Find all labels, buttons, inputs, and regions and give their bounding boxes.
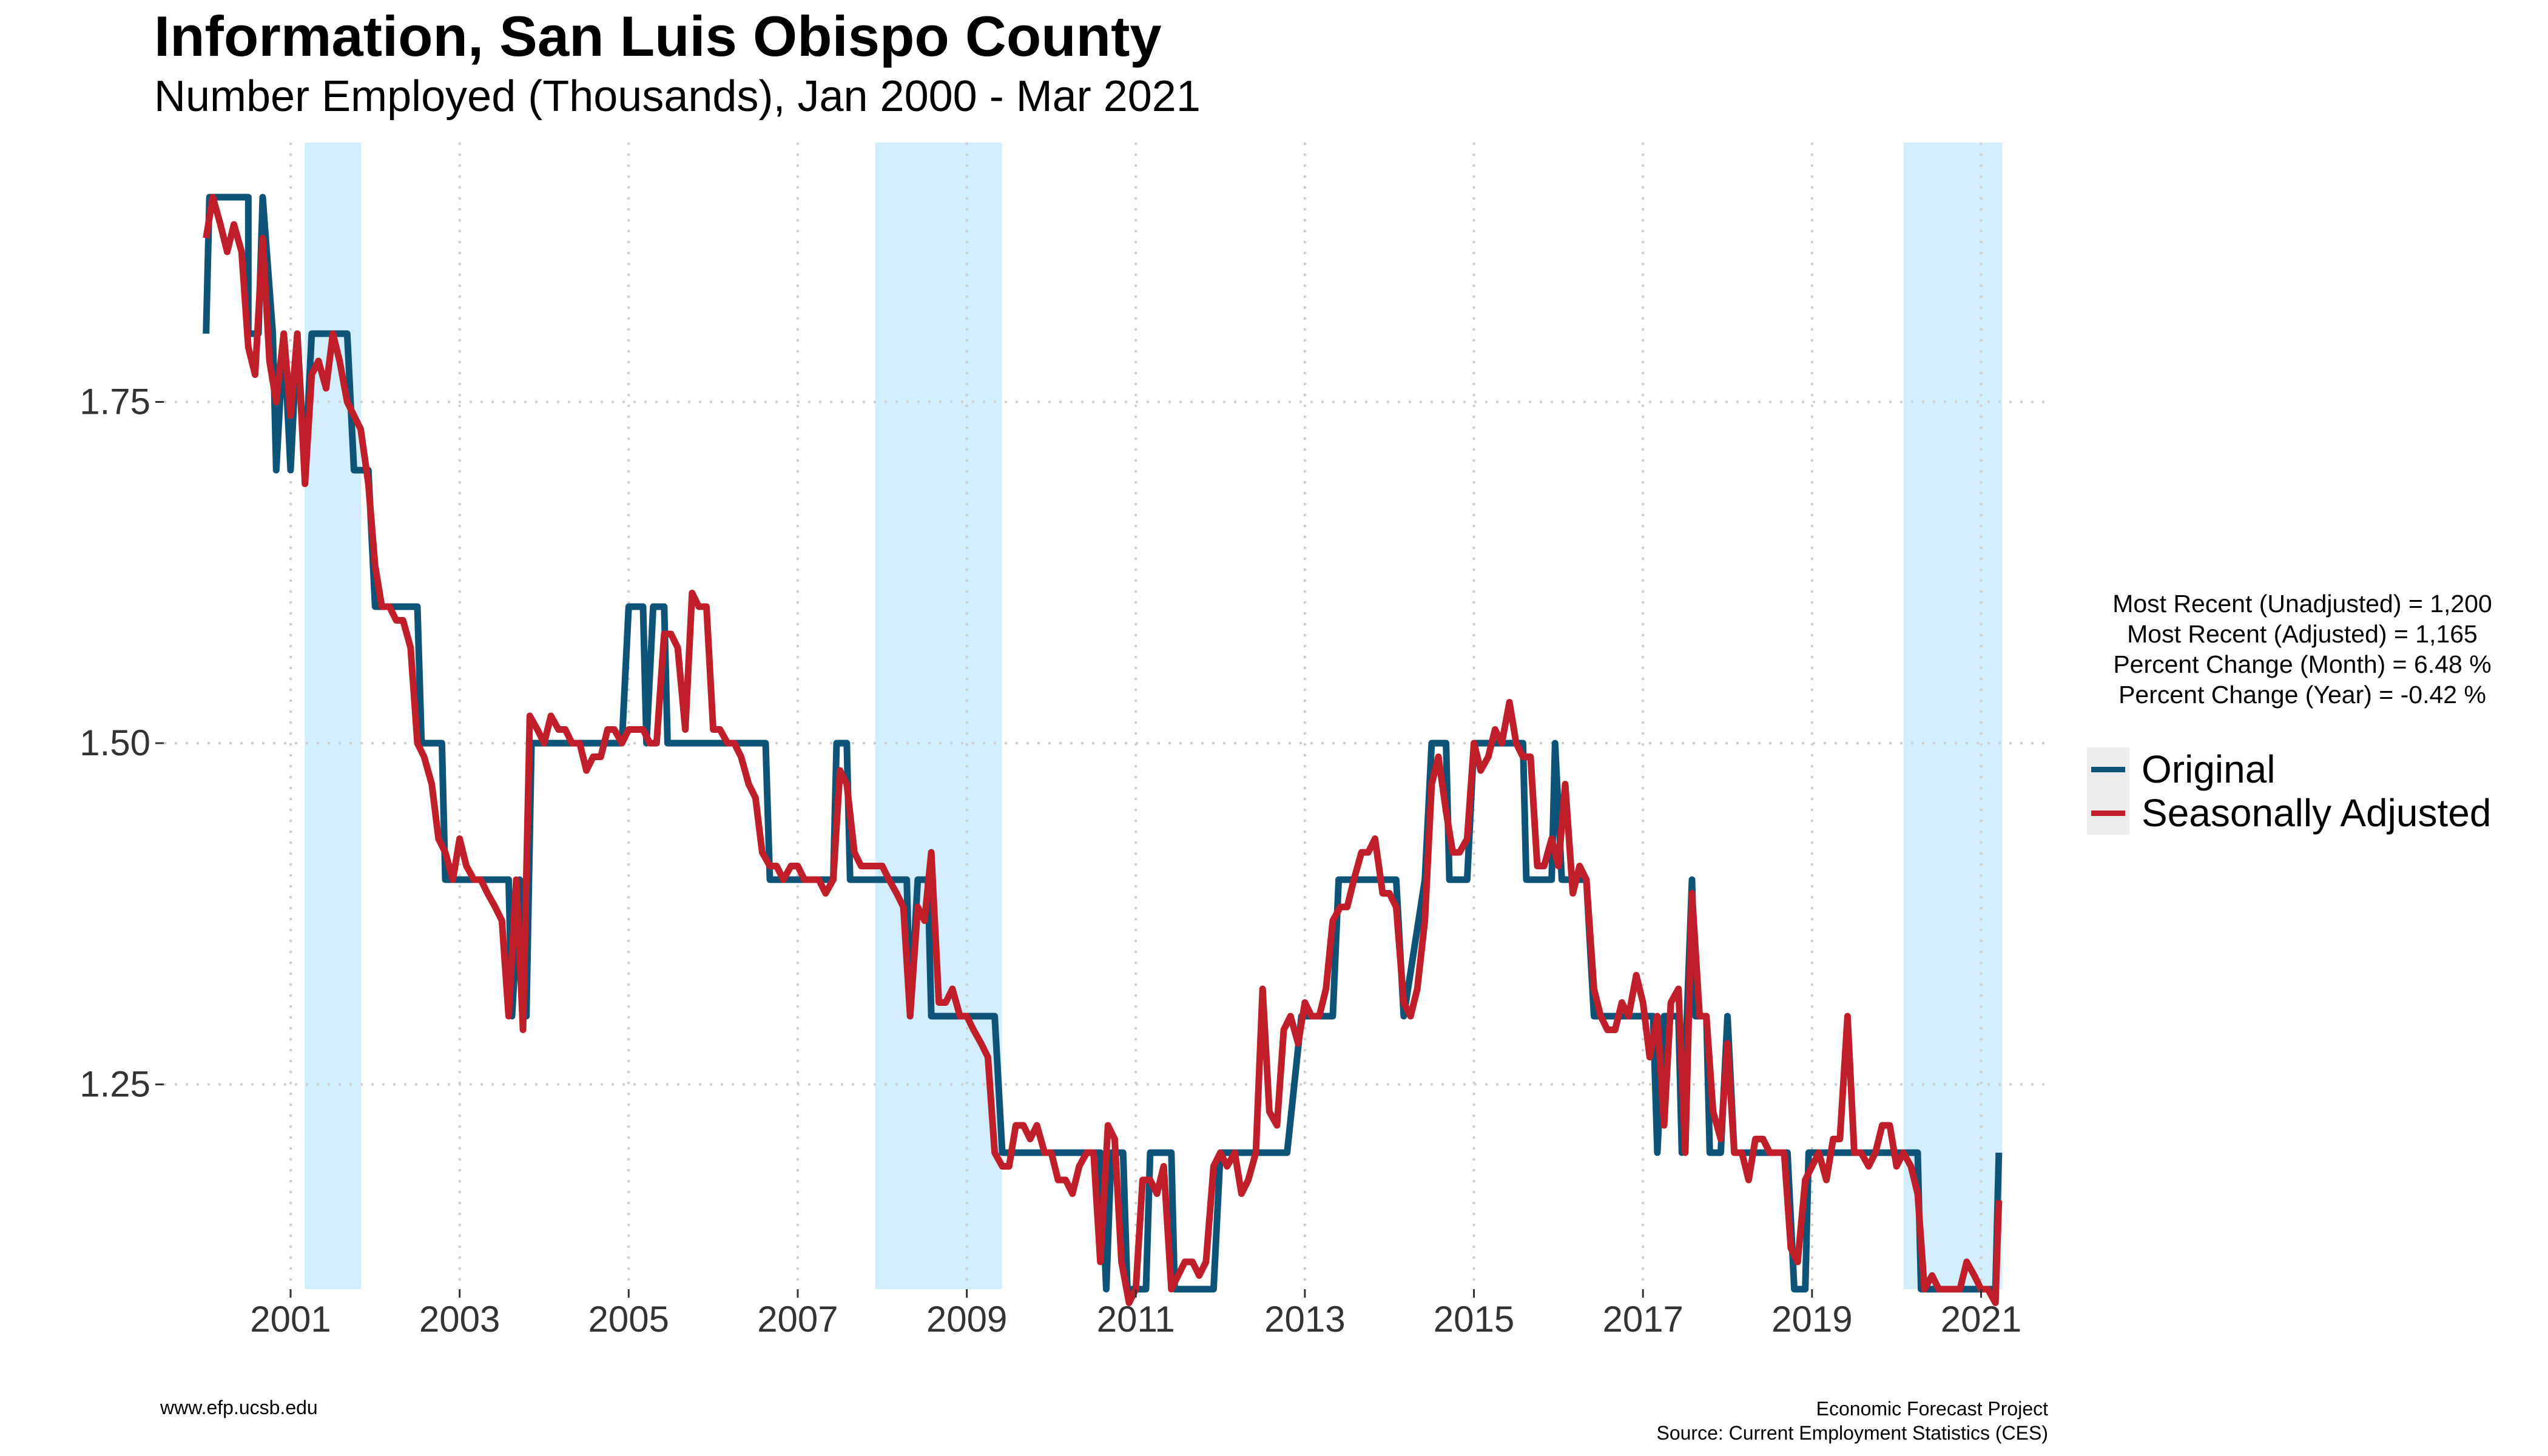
stat-adjusted: Most Recent (Adjusted) = 1,165 xyxy=(2127,620,2478,648)
legend-key-seasonally-adjusted xyxy=(2087,791,2129,835)
recession-band xyxy=(875,143,1002,1289)
chart-subtitle: Number Employed (Thousands), Jan 2000 - … xyxy=(154,72,1201,121)
stat-unadjusted: Most Recent (Unadjusted) = 1,200 xyxy=(2112,590,2492,618)
footer-publisher: Economic Forecast Project xyxy=(1816,1398,2048,1420)
series-lines xyxy=(203,194,2003,1306)
series-line-seasonally-adjusted xyxy=(203,194,2003,1306)
x-tick-label: 2015 xyxy=(1434,1299,1514,1340)
grid-lines xyxy=(164,143,2044,1289)
legend-label-seasonally-adjusted: Seasonally Adjusted xyxy=(2142,791,2492,835)
recession-band xyxy=(305,143,362,1289)
x-tick-label: 2021 xyxy=(1941,1299,2021,1340)
footer-url: www.efp.ucsb.edu xyxy=(160,1397,318,1418)
x-tick-label: 2005 xyxy=(588,1299,669,1340)
x-tick-label: 2013 xyxy=(1264,1299,1345,1340)
footer-source: Economic Forecast Project Source: Curren… xyxy=(1656,1397,2048,1445)
y-tick-label: 1.25 xyxy=(79,1064,150,1105)
x-tick-label: 2017 xyxy=(1602,1299,1683,1340)
x-tick-label: 2001 xyxy=(250,1299,331,1340)
recession-band xyxy=(1903,143,2003,1289)
x-tick-label: 2011 xyxy=(1097,1299,1175,1340)
recession-bands xyxy=(305,143,2003,1289)
stat-year-change: Percent Change (Year) = -0.42 % xyxy=(2118,681,2486,709)
stats-box: Most Recent (Unadjusted) = 1,200 Most Re… xyxy=(2057,588,2548,710)
legend-key-original xyxy=(2087,747,2129,791)
y-tick-label: 1.50 xyxy=(79,723,150,763)
x-tick-label: 2007 xyxy=(757,1299,838,1340)
chart-title: Information, San Luis Obispo County xyxy=(154,4,1162,68)
x-tick-label: 2003 xyxy=(419,1299,500,1340)
axes: 2001 2003 2005 2007 2009 2011 2013 2015 2017 2019… xyxy=(79,382,2021,1340)
legend-label-original: Original xyxy=(2142,747,2276,791)
stat-month-change: Percent Change (Month) = 6.48 % xyxy=(2113,650,2492,678)
footer-source-line: Source: Current Employment Statistics (C… xyxy=(1656,1422,2048,1444)
x-tick-label: 2019 xyxy=(1771,1299,1852,1340)
x-tick-label: 2009 xyxy=(926,1299,1007,1340)
y-tick-label: 1.75 xyxy=(79,382,150,422)
